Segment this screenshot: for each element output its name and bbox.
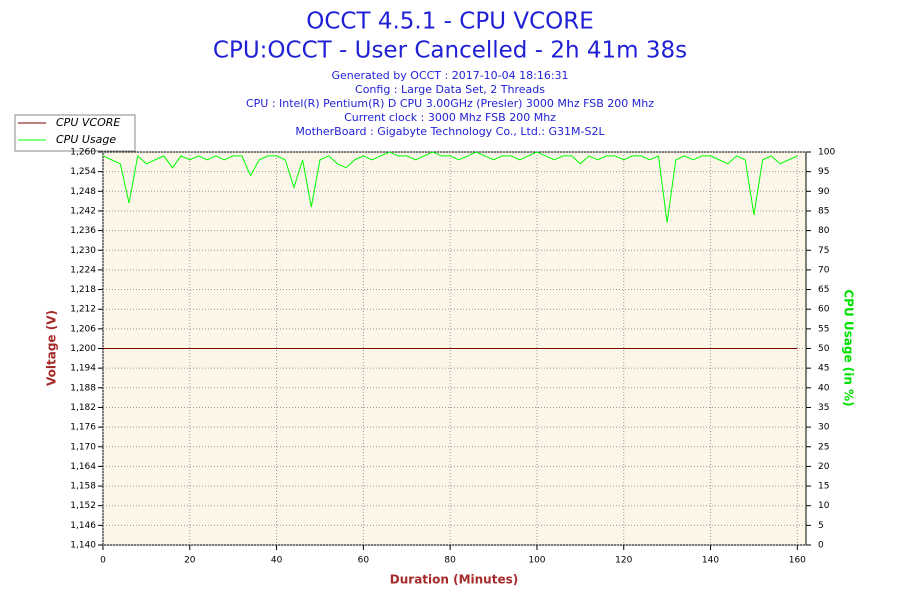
y-tick-label: 1,152 (70, 501, 96, 511)
y2-tick-label: 45 (818, 364, 829, 374)
x-tick-label: 40 (271, 556, 283, 566)
y2-tick-label: 30 (818, 423, 830, 433)
y2-tick-label: 10 (818, 501, 830, 511)
y2-tick-label: 75 (818, 246, 829, 256)
y-tick-label: 1,248 (70, 187, 96, 197)
y-tick-label: 1,260 (70, 148, 96, 158)
y-tick-label: 1,140 (70, 541, 96, 551)
y2-tick-label: 20 (818, 462, 830, 472)
y-tick-label: 1,212 (70, 305, 96, 315)
y2-tick-label: 60 (818, 305, 830, 315)
y2-tick-label: 85 (818, 206, 829, 216)
annotation: MotherBoard : Gigabyte Technology Co., L… (295, 125, 605, 138)
y2-tick-label: 35 (818, 403, 829, 413)
y2-tick-label: 25 (818, 442, 829, 452)
annotation: Config : Large Data Set, 2 Threads (355, 83, 545, 96)
x-tick-label: 160 (789, 556, 806, 566)
x-tick-label: 60 (358, 556, 370, 566)
y-tick-label: 1,218 (70, 285, 96, 295)
y-tick-label: 1,254 (70, 167, 96, 177)
y-tick-label: 1,170 (70, 442, 96, 452)
y2-tick-label: 80 (818, 226, 830, 236)
y-axis-label: Voltage (V) (45, 310, 59, 386)
x-tick-label: 100 (528, 556, 545, 566)
y2-tick-label: 65 (818, 285, 829, 295)
y2-axis-label: CPU Usage (in %) (842, 289, 856, 406)
annotation: Current clock : 3000 Mhz FSB 200 Mhz (344, 111, 556, 124)
y-tick-label: 1,182 (70, 403, 96, 413)
x-axis-label: Duration (Minutes) (390, 573, 518, 587)
y-tick-label: 1,224 (70, 265, 96, 275)
legend-box (14, 114, 136, 152)
y-tick-label: 1,146 (70, 521, 96, 531)
y-tick-label: 1,236 (70, 226, 96, 236)
y-tick-label: 1,230 (70, 246, 96, 256)
y2-tick-label: 100 (818, 148, 835, 158)
y-tick-label: 1,176 (70, 423, 96, 433)
y-tick-label: 1,164 (70, 462, 96, 472)
x-tick-label: 20 (184, 556, 196, 566)
y2-tick-label: 70 (818, 265, 830, 275)
legend-label: CPU VCORE (56, 116, 120, 129)
x-tick-label: 140 (702, 556, 719, 566)
y2-tick-label: 90 (818, 187, 830, 197)
x-tick-label: 0 (100, 556, 106, 566)
y2-tick-label: 55 (818, 324, 829, 334)
y2-tick-label: 5 (818, 521, 824, 531)
legend-label: CPU Usage (56, 133, 116, 146)
y2-tick-label: 50 (818, 344, 830, 354)
y2-tick-label: 95 (818, 167, 829, 177)
chart-subtitle: CPU:OCCT - User Cancelled - 2h 41m 38s (213, 38, 687, 64)
y-tick-label: 1,194 (70, 364, 96, 374)
x-tick-label: 80 (444, 556, 456, 566)
annotation: Generated by OCCT : 2017-10-04 18:16:31 (331, 69, 568, 82)
y2-tick-label: 0 (818, 541, 824, 551)
y2-tick-label: 15 (818, 482, 829, 492)
y-tick-label: 1,242 (70, 206, 96, 216)
y-tick-label: 1,200 (70, 344, 96, 354)
annotation: CPU : Intel(R) Pentium(R) D CPU 3.00GHz … (246, 97, 654, 110)
x-tick-label: 120 (615, 556, 632, 566)
y-tick-label: 1,158 (70, 482, 96, 492)
series-line (102, 151, 798, 223)
y-tick-label: 1,206 (70, 324, 96, 334)
y2-tick-label: 40 (818, 383, 830, 393)
chart-title: OCCT 4.5.1 - CPU VCORE (306, 9, 594, 35)
y-tick-label: 1,188 (70, 383, 96, 393)
